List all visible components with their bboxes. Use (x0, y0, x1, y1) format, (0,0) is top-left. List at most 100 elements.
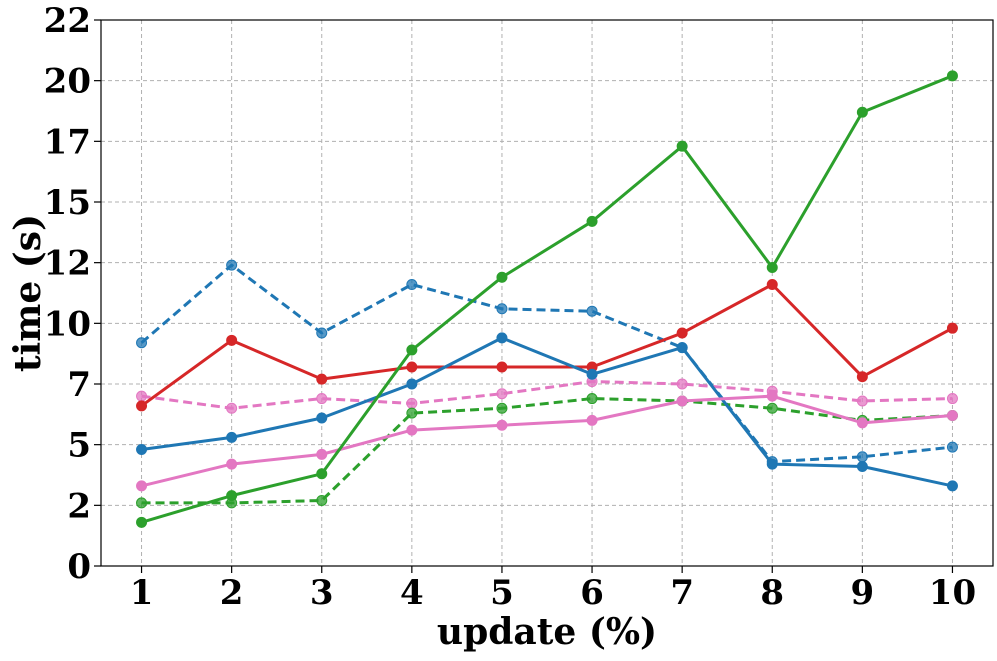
y-tick-label: 2 (67, 486, 91, 526)
data-point (856, 451, 868, 463)
data-point (586, 215, 598, 227)
x-tick-label: 1 (130, 573, 154, 613)
series-6 (136, 390, 958, 492)
series-7 (136, 70, 958, 528)
data-point (856, 371, 868, 383)
data-point (946, 322, 958, 334)
data-point (406, 361, 418, 373)
data-point (496, 402, 508, 414)
data-point (586, 393, 598, 405)
data-point (226, 402, 238, 414)
y-tick-label: 20 (44, 62, 91, 102)
y-tick-label: 0 (67, 547, 91, 587)
data-point (766, 390, 778, 402)
data-point (946, 70, 958, 82)
y-tick-label: 15 (44, 183, 91, 223)
data-point (676, 140, 688, 152)
data-point (316, 494, 328, 506)
data-point (496, 388, 508, 400)
data-point (676, 327, 688, 339)
data-point (766, 262, 778, 274)
data-point (496, 361, 508, 373)
data-point (316, 448, 328, 460)
x-tick-label: 3 (310, 573, 334, 613)
series-line (141, 394, 953, 488)
data-point (406, 397, 418, 409)
series-line (141, 74, 954, 524)
series-1 (136, 259, 958, 468)
data-point (136, 337, 148, 349)
data-point (676, 395, 688, 407)
y-axis-ticks: 0 2 5 7 10 12 15 17 20 22 (44, 1, 101, 587)
x-tick-label: 2 (220, 573, 244, 613)
grid-lines (101, 19, 993, 567)
series-5 (136, 332, 958, 492)
data-point (676, 342, 688, 354)
data-point (946, 393, 958, 405)
data-point (406, 424, 418, 436)
data-point (406, 378, 418, 390)
data-point (946, 480, 958, 492)
data-point (316, 327, 328, 339)
data-point (316, 468, 328, 480)
data-point (766, 458, 778, 470)
data-point (136, 480, 148, 492)
plot-frame (100, 19, 994, 567)
y-tick-label: 5 (67, 426, 91, 466)
y-tick-label: 12 (44, 244, 91, 284)
series-line (141, 380, 953, 410)
data-point (856, 106, 868, 118)
data-point (586, 414, 598, 426)
data-point (226, 431, 238, 443)
data-point (856, 461, 868, 473)
y-tick-label: 10 (44, 304, 91, 344)
data-point (586, 305, 598, 317)
data-point (226, 259, 238, 271)
data-point (766, 279, 778, 291)
series-4 (136, 279, 958, 412)
y-axis-title: time (s) (7, 214, 49, 372)
x-tick-label: 10 (929, 573, 976, 613)
x-axis-ticks: 1 2 3 4 5 6 7 8 9 10 (130, 566, 976, 613)
data-point (136, 497, 148, 509)
data-point (226, 334, 238, 346)
series-3 (136, 393, 958, 509)
series-line (140, 263, 953, 464)
data-point (496, 303, 508, 315)
data-point (856, 395, 868, 407)
data-point (226, 490, 238, 502)
data-point (496, 419, 508, 431)
y-tick-label: 17 (44, 122, 91, 162)
series-layer (136, 70, 958, 528)
x-tick-label: 7 (670, 573, 694, 613)
series-2 (136, 376, 958, 414)
data-point (946, 441, 958, 453)
data-point (676, 378, 688, 390)
data-point (496, 271, 508, 283)
data-point (406, 279, 418, 291)
x-tick-label: 6 (580, 573, 604, 613)
x-axis-title: update (%) (437, 611, 657, 653)
series-line (141, 336, 953, 488)
data-point (136, 516, 148, 528)
x-tick-label: 9 (851, 573, 875, 613)
series-line (141, 397, 953, 505)
series-line (140, 283, 954, 408)
x-tick-label: 8 (760, 573, 784, 613)
data-point (316, 373, 328, 385)
y-tick-label: 7 (67, 365, 91, 405)
data-point (226, 458, 238, 470)
data-point (406, 344, 418, 356)
y-tick-label: 22 (44, 1, 91, 41)
data-point (856, 417, 868, 429)
data-point (496, 332, 508, 344)
data-point (316, 412, 328, 424)
data-point (136, 444, 148, 456)
data-point (946, 410, 958, 422)
data-point (136, 400, 148, 412)
data-point (766, 402, 778, 414)
data-point (406, 407, 418, 419)
data-point (316, 393, 328, 405)
data-point (586, 368, 598, 380)
